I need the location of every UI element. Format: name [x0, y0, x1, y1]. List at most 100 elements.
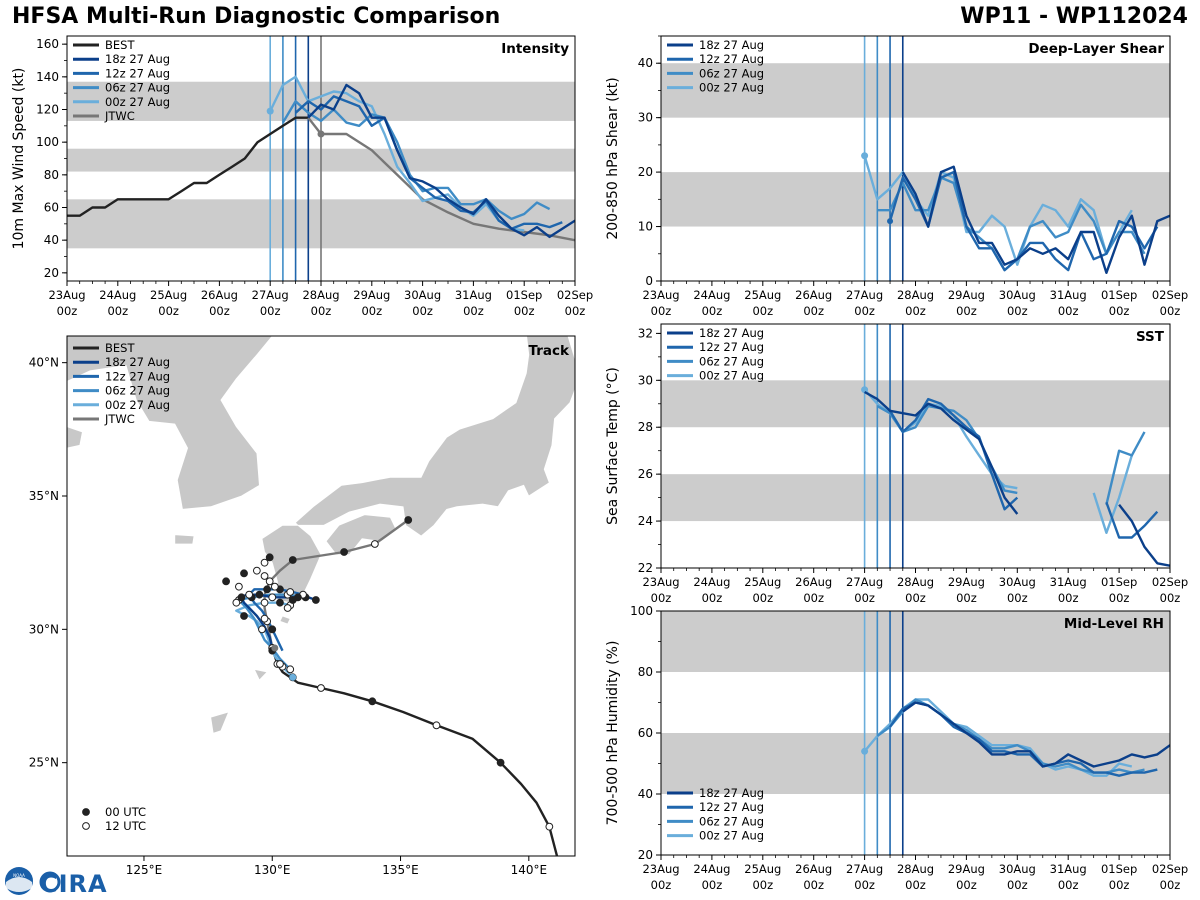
- x-tick-label-date: 30Aug: [999, 862, 1036, 876]
- legend-label: 00z 27 Aug: [105, 95, 170, 109]
- y-tick-label: 40°N: [29, 356, 59, 370]
- track-point-00utc: [268, 625, 277, 634]
- storm-id: WP11 - WP112024: [960, 4, 1188, 29]
- series-line-run00: [863, 155, 1133, 266]
- track-point-12utc: [283, 604, 292, 612]
- track-point-00utc: [368, 697, 377, 706]
- x-tick-label-date: 27Aug: [252, 288, 289, 302]
- jtwc-start-point: [317, 130, 325, 138]
- legend-label: 18z 27 Aug: [699, 38, 764, 52]
- x-tick-label-date: 26Aug: [201, 288, 238, 302]
- track-point-12utc: [260, 614, 269, 623]
- y-tick-label: 20: [44, 266, 59, 280]
- track-point-00utc: [288, 556, 297, 564]
- track-point-12utc: [245, 590, 254, 599]
- legend-label: 06z 27 Aug: [699, 814, 764, 828]
- y-tick-label: 35°N: [29, 489, 59, 503]
- y-axis-label: 200-850 hPa Shear (kt): [605, 77, 621, 239]
- y-tick-label: 160: [36, 37, 59, 51]
- x-tick-label-date: 23Aug: [642, 862, 679, 876]
- track-point-12utc: [286, 665, 295, 674]
- y-tick-label: 25°N: [29, 756, 59, 770]
- x-tick-label-date: 31Aug: [1050, 575, 1087, 589]
- x-tick-label: 125°E: [126, 863, 163, 877]
- x-tick-label-date: 29Aug: [353, 288, 390, 302]
- x-tick-label-date: 27Aug: [846, 288, 883, 302]
- x-tick-label-date: 01Sep: [506, 288, 542, 302]
- series-start-point: [266, 107, 274, 115]
- legend-label: 00z 27 Aug: [699, 81, 764, 95]
- track-point-00utc: [240, 569, 248, 578]
- track-point-12utc: [232, 598, 241, 607]
- y-tick-label: 80: [44, 168, 59, 182]
- x-tick-label-hour: 00z: [803, 591, 824, 605]
- track-point-00utc: [263, 585, 272, 594]
- y-tick-label: 40: [638, 56, 653, 70]
- track-point-12utc: [317, 684, 325, 692]
- panel-sst: 22 24 26 28 30 32 23Aug 00z 24Aug 00z 25Aug 00z 26Au…: [605, 323, 1188, 605]
- x-tick-label-hour: 00z: [158, 304, 179, 318]
- track-point-12utc: [265, 577, 274, 586]
- x-tick-label-hour: 00z: [1007, 591, 1028, 605]
- x-tick-label-hour: 00z: [1109, 878, 1130, 892]
- series-line-run12: [1105, 501, 1159, 539]
- x-tick-label-date: 26Aug: [795, 862, 832, 876]
- legend-label: 18z 27 Aug: [699, 786, 764, 800]
- x-tick-label-hour: 00z: [412, 304, 433, 318]
- x-tick-label-date: 31Aug: [1050, 288, 1087, 302]
- x-tick-label-hour: 00z: [854, 878, 875, 892]
- x-tick-label-hour: 00z: [1160, 591, 1181, 605]
- y-tick-label: 30: [638, 373, 653, 387]
- legend-label: 18z 27 Aug: [105, 355, 170, 369]
- x-tick-label-date: 24Aug: [693, 575, 730, 589]
- track-point-00utc: [404, 516, 413, 524]
- legend-label: 06z 27 Aug: [105, 384, 170, 398]
- panel-title: Mid-Level RH: [1064, 616, 1164, 632]
- series-line-run18: [307, 83, 575, 239]
- track-point-12utc: [258, 625, 266, 634]
- legend-label: BEST: [105, 38, 135, 52]
- x-tick-label-hour: 00z: [514, 304, 535, 318]
- x-tick-label-hour: 00z: [956, 304, 977, 318]
- legend-label: JTWC: [104, 412, 135, 426]
- track-point-12utc: [276, 660, 284, 668]
- track-point-00utc: [222, 577, 230, 586]
- x-tick-label-hour: 00z: [57, 304, 78, 318]
- x-tick-label-hour: 00z: [1007, 304, 1028, 318]
- noaa-seal-wave: [6, 877, 32, 892]
- track-point-00utc: [255, 590, 264, 599]
- y-tick-label: 60: [44, 201, 59, 215]
- x-tick-label-date: 23Aug: [48, 288, 85, 302]
- y-tick-label: 10: [638, 220, 653, 234]
- noaa-seal-text: NOAA: [13, 873, 25, 878]
- shaded-band: [661, 63, 1170, 118]
- x-tick-label-hour: 00z: [1109, 591, 1130, 605]
- x-tick-label-hour: 00z: [107, 304, 128, 318]
- panel-title: Track: [529, 343, 570, 359]
- x-tick-label-date: 27Aug: [846, 575, 883, 589]
- y-tick-label: 120: [36, 103, 59, 117]
- panel-title: SST: [1136, 329, 1165, 345]
- y-tick-label: 24: [638, 514, 653, 528]
- panel-title: Intensity: [501, 41, 569, 57]
- y-tick-label: 22: [638, 561, 653, 575]
- x-tick-label-hour: 00z: [1058, 304, 1079, 318]
- x-tick-label-date: 02Sep: [1152, 288, 1188, 302]
- y-tick-label: 40: [638, 787, 653, 801]
- legend-label: 00z 27 Aug: [699, 369, 764, 383]
- cira-wordmark: CIRA: [40, 870, 108, 896]
- marker-legend-symbol: [82, 808, 90, 816]
- x-tick-label-hour: 00z: [956, 591, 977, 605]
- x-tick-label-date: 24Aug: [99, 288, 136, 302]
- x-tick-label-date: 24Aug: [693, 862, 730, 876]
- map-frame: [66, 335, 576, 857]
- track-start-point: [289, 673, 297, 681]
- x-tick-label-hour: 00z: [1109, 304, 1130, 318]
- x-tick-label-date: 02Sep: [557, 288, 593, 302]
- marker-legend-label: 12 UTC: [105, 819, 146, 833]
- x-tick-label: 135°E: [382, 863, 419, 877]
- x-tick-label-hour: 00z: [1058, 878, 1079, 892]
- x-tick-label-hour: 00z: [905, 591, 926, 605]
- x-tick-label-date: 25Aug: [744, 575, 781, 589]
- x-tick-label-date: 28Aug: [897, 288, 934, 302]
